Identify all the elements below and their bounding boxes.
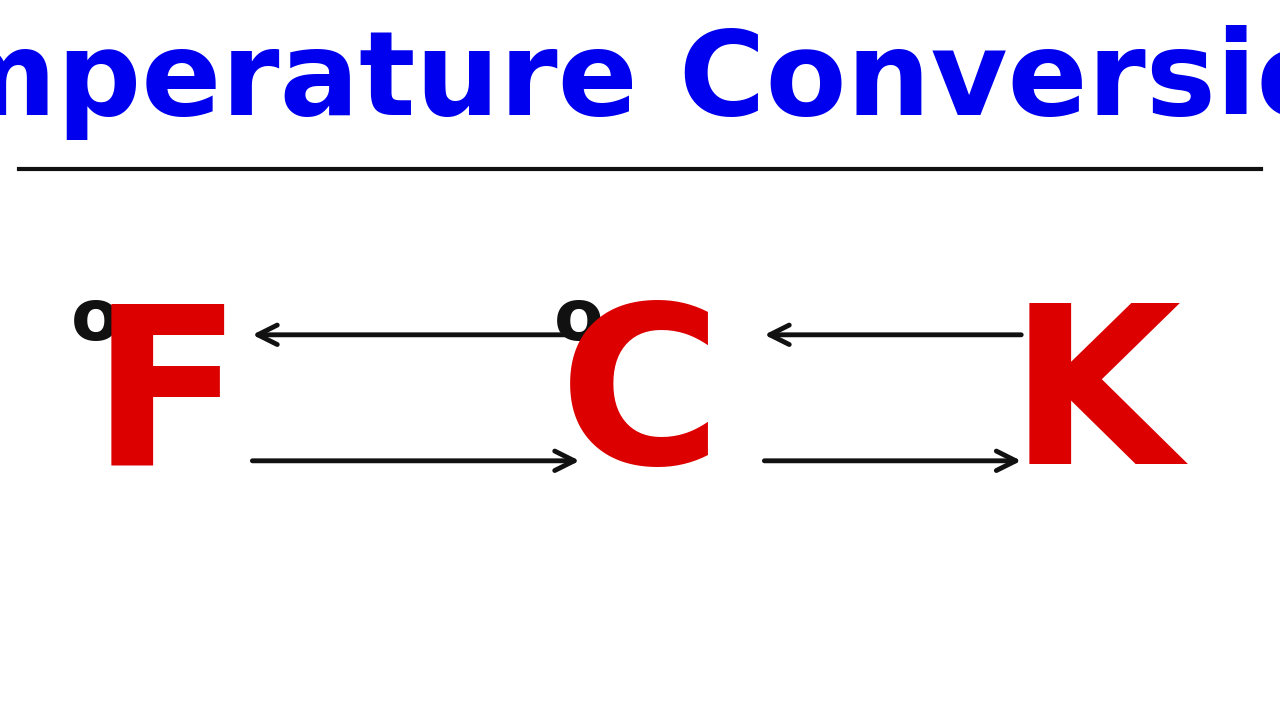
Text: F: F	[91, 296, 242, 510]
Text: C: C	[558, 296, 722, 510]
Text: o: o	[72, 286, 120, 355]
Text: Temperature Conversions: Temperature Conversions	[0, 25, 1280, 140]
Text: K: K	[1009, 296, 1180, 510]
Text: o: o	[554, 286, 603, 355]
